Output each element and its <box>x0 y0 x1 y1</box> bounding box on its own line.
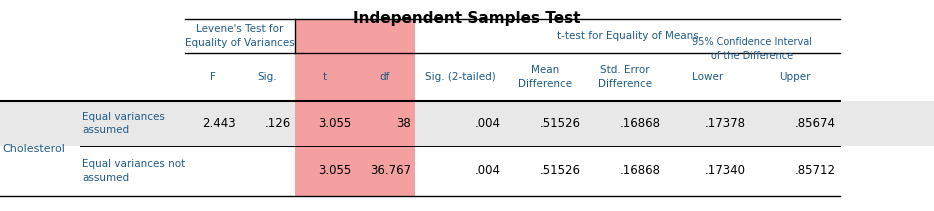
Text: .85674: .85674 <box>795 117 836 130</box>
Text: .85712: .85712 <box>795 165 836 177</box>
Text: F: F <box>209 72 216 82</box>
Text: .17340: .17340 <box>705 165 746 177</box>
Bar <box>295 19 415 196</box>
Text: Equal variances
assumed: Equal variances assumed <box>82 112 165 135</box>
Text: .16868: .16868 <box>620 165 661 177</box>
Text: Mean
Difference: Mean Difference <box>518 65 572 89</box>
Text: .51526: .51526 <box>540 165 581 177</box>
Text: Sig. (2-tailed): Sig. (2-tailed) <box>425 72 495 82</box>
Text: 2.443: 2.443 <box>203 117 236 130</box>
Text: Lower: Lower <box>692 72 723 82</box>
Text: Upper: Upper <box>779 72 811 82</box>
Text: .126: .126 <box>264 117 291 130</box>
Text: Equal variances not
assumed: Equal variances not assumed <box>82 159 185 183</box>
Text: Levene's Test for
Equality of Variances: Levene's Test for Equality of Variances <box>185 24 295 48</box>
Text: .16868: .16868 <box>620 117 661 130</box>
Text: .004: .004 <box>475 117 501 130</box>
Bar <box>0 146 934 196</box>
Text: df: df <box>380 72 390 82</box>
Text: 95% Confidence Interval
of the Difference: 95% Confidence Interval of the Differenc… <box>692 37 813 61</box>
Text: 38: 38 <box>396 117 411 130</box>
Text: .17378: .17378 <box>705 117 746 130</box>
Bar <box>0 101 934 146</box>
Text: 3.055: 3.055 <box>318 117 351 130</box>
Text: 3.055: 3.055 <box>318 165 351 177</box>
Text: .51526: .51526 <box>540 117 581 130</box>
Text: t: t <box>323 72 327 82</box>
Text: t-test for Equality of Means: t-test for Equality of Means <box>557 31 699 41</box>
Text: Independent Samples Test: Independent Samples Test <box>353 11 581 26</box>
Text: Std. Error
Difference: Std. Error Difference <box>598 65 652 89</box>
Text: Cholesterol: Cholesterol <box>2 143 64 153</box>
Text: 36.767: 36.767 <box>370 165 411 177</box>
Text: .004: .004 <box>475 165 501 177</box>
Text: Sig.: Sig. <box>258 72 277 82</box>
